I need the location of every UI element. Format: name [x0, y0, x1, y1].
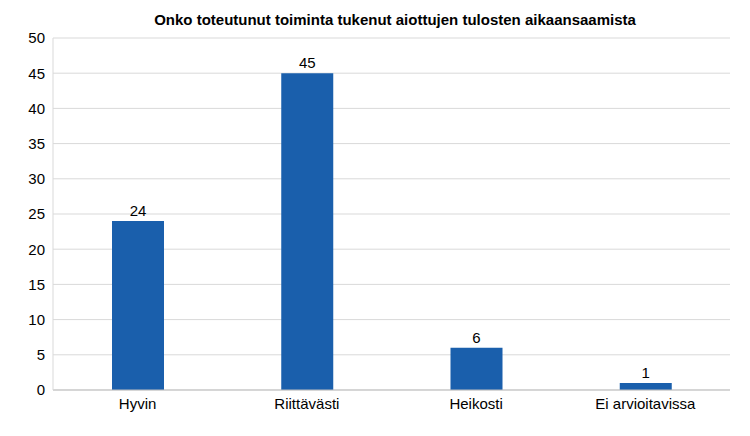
- svg-text:24: 24: [130, 202, 147, 219]
- svg-text:15: 15: [28, 276, 45, 293]
- html-text:Onko toteutunut toiminta tuken: Onko toteutunut toiminta tukenut aiottuj…: [154, 11, 636, 28]
- svg-text:50: 50: [28, 32, 45, 46]
- svg-text:40: 40: [28, 100, 45, 117]
- svg-text:0: 0: [37, 381, 45, 398]
- svg-text:10: 10: [28, 311, 45, 328]
- svg-text:5: 5: [37, 346, 45, 363]
- svg-text:Ei arvioitavissa: Ei arvioitavissa: [595, 395, 696, 412]
- svg-text:Riittävästi: Riittävästi: [274, 395, 339, 412]
- svg-text:45: 45: [28, 65, 45, 82]
- svg-text:1: 1: [642, 364, 650, 381]
- svg-text:Hyvin: Hyvin: [119, 395, 157, 412]
- svg-text:6: 6: [472, 329, 480, 346]
- svg-text:30: 30: [28, 170, 45, 187]
- svg-text:25: 25: [28, 205, 45, 222]
- svg-text:45: 45: [299, 54, 316, 71]
- svg-text:35: 35: [28, 135, 45, 152]
- svg-text:Heikosti: Heikosti: [449, 395, 502, 412]
- svg-text:20: 20: [28, 241, 45, 258]
